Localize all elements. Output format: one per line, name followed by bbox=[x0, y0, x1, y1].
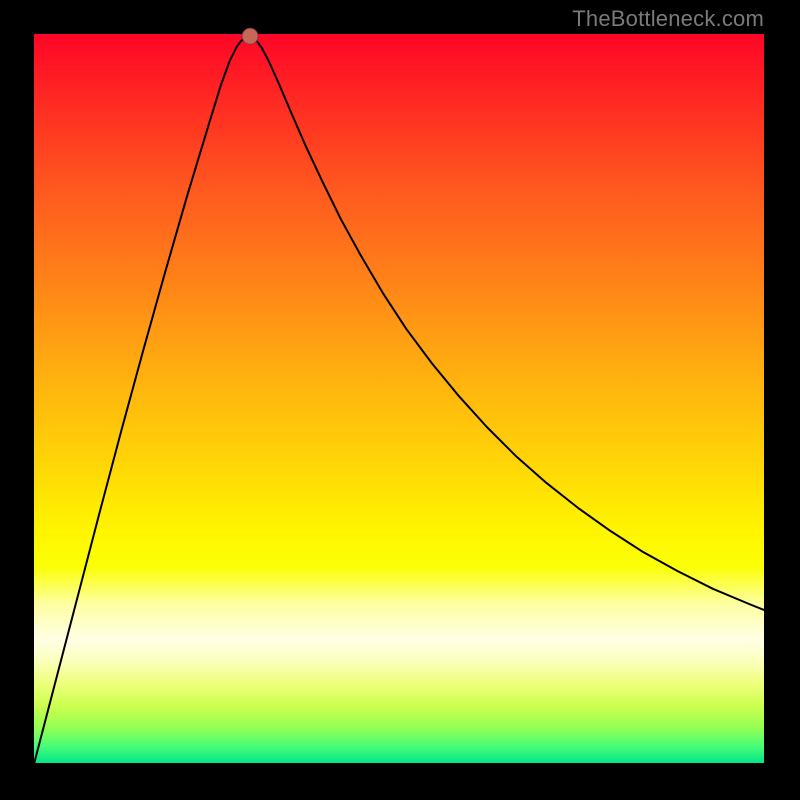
plot-background bbox=[34, 34, 764, 764]
minimum-marker bbox=[242, 28, 258, 44]
watermark-text: TheBottleneck.com bbox=[572, 6, 764, 32]
chart-container: { "canvas": { "width": 800, "height": 80… bbox=[0, 0, 800, 800]
chart-svg bbox=[0, 0, 800, 800]
